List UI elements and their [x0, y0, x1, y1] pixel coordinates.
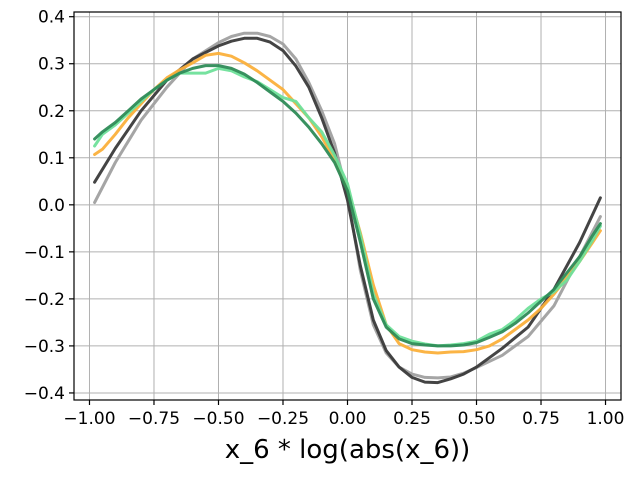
axis-ticks: −1.00 −0.75 −0.50 −0.25 0.00 0.25 0.50 0.75 1.00…	[24, 8, 625, 429]
x-tick-label: 0.00	[329, 409, 367, 429]
series-line-2	[93, 36, 602, 385]
y-tick-label: 0.2	[38, 102, 65, 122]
y-tick-label: 0.0	[38, 196, 65, 216]
x-tick-label: 0.75	[522, 409, 560, 429]
x-tick-label: 0.50	[458, 409, 496, 429]
y-tick-label: −0.4	[24, 384, 65, 404]
series-line-5	[93, 64, 602, 348]
y-tick-label: −0.2	[24, 290, 65, 310]
y-tick-label: 0.3	[38, 55, 65, 75]
x-tick-label: 0.25	[393, 409, 431, 429]
y-tick-label: −0.1	[24, 243, 65, 263]
y-tick-label: −0.3	[24, 337, 65, 357]
y-tick-label: 0.1	[38, 149, 65, 169]
x-axis-label: x_6 * log(abs(x_6))	[225, 435, 471, 465]
x-tick-label: −1.00	[63, 409, 115, 429]
y-tick-label: 0.4	[38, 8, 65, 28]
series-lines	[93, 31, 602, 385]
x-tick-label: 1.00	[587, 409, 625, 429]
x-tick-label: −0.75	[128, 409, 180, 429]
x-tick-label: −0.25	[257, 409, 309, 429]
x-tick-label: −0.50	[192, 409, 244, 429]
